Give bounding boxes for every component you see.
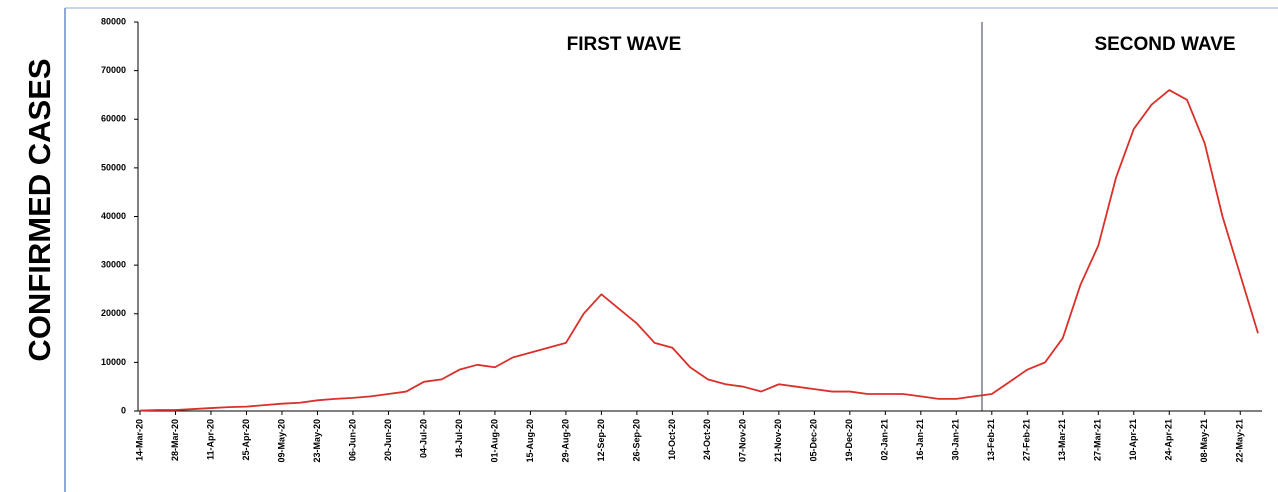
x-tick-label: 15-Aug-20: [525, 419, 535, 463]
x-tick-label: 12-Sep-20: [596, 419, 606, 462]
x-tick-label: 25-Apr-20: [241, 419, 251, 461]
x-tick-label: 26-Sep-20: [631, 419, 641, 462]
x-tick-label: 24-Oct-20: [702, 419, 712, 460]
x-tick-label: 11-Apr-20: [205, 419, 215, 460]
x-tick-label: 02-Jan-21: [880, 419, 890, 461]
x-tick-label: 08-May-21: [1199, 419, 1209, 463]
x-tick-label: 13-Feb-21: [986, 419, 996, 461]
x-tick-label: 30-Jan-21: [951, 419, 961, 461]
x-tick-label: 05-Dec-20: [809, 419, 819, 462]
x-tick-label: 21-Nov-20: [773, 419, 783, 462]
x-tick-label: 01-Aug-20: [489, 419, 499, 463]
x-tick-label: 20-Jun-20: [383, 419, 393, 461]
x-tick-label: 10-Apr-21: [1128, 419, 1138, 461]
y-axis-label: CONFIRMED CASES: [22, 58, 57, 361]
x-tick-label: 28-Mar-20: [170, 419, 180, 461]
x-tick-label: 19-Dec-20: [844, 419, 854, 462]
y-tick-label: 30000: [101, 260, 126, 270]
x-tick-label: 06-Jun-20: [347, 419, 357, 461]
data-line: [139, 89, 1259, 412]
x-tick-label: 10-Oct-20: [667, 419, 677, 460]
x-tick-label: 24-Apr-21: [1164, 419, 1174, 461]
y-tick-label: 70000: [101, 65, 126, 75]
y-tick-label: 40000: [101, 211, 126, 221]
y-tick-label: 60000: [101, 114, 126, 124]
x-tick-label: 04-Jul-20: [418, 419, 428, 458]
y-tick-label: 10000: [101, 357, 126, 367]
annotation: FIRST WAVE: [567, 34, 682, 55]
x-tick-label: 16-Jan-21: [915, 419, 925, 461]
x-tick-label: 23-May-20: [312, 419, 322, 463]
x-tick-label: 18-Jul-20: [454, 419, 464, 458]
y-tick-label: 0: [121, 405, 126, 415]
y-tick-label: 20000: [101, 308, 126, 318]
x-tick-label: 13-Mar-21: [1057, 419, 1067, 461]
x-tick-label: 09-May-20: [276, 419, 286, 463]
annotation: SECOND WAVE: [1094, 34, 1235, 55]
y-tick-label: 80000: [101, 16, 126, 26]
y-tick-label: 50000: [101, 162, 126, 172]
x-tick-label: 22-May-21: [1235, 419, 1245, 463]
x-tick-label: 07-Nov-20: [738, 419, 748, 462]
x-tick-label: 27-Feb-21: [1022, 419, 1032, 461]
x-tick-label: 27-Mar-21: [1093, 419, 1103, 461]
x-tick-label: 29-Aug-20: [560, 419, 570, 463]
x-tick-label: 14-Mar-20: [134, 419, 144, 461]
